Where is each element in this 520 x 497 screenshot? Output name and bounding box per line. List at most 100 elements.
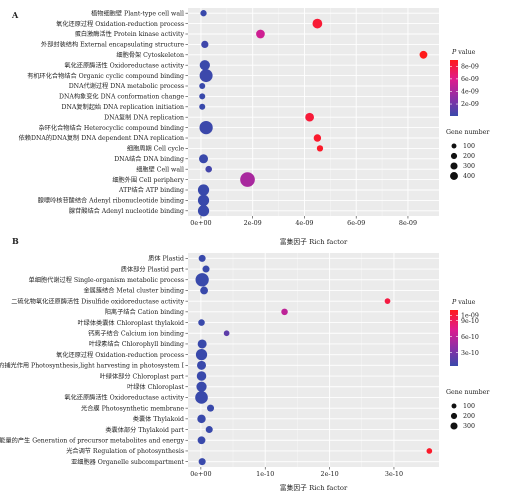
y-category-label: 腺苷酸结合 Adenyl nucleotide binding [69,207,184,215]
data-point [199,154,209,164]
data-point [305,112,314,122]
y-category-label: 前体代谢产物和能量的产生 Generation of precursor met… [0,436,185,444]
y-category-label: 类囊体 Thylakoid [133,415,184,423]
color-legend-label: 6e-10 [461,334,479,341]
size-legend-label: 200 [463,413,475,420]
size-legend-label: 300 [463,423,475,430]
data-point [199,69,213,83]
y-category-label: 质体 Plastid [148,255,184,263]
data-point [197,414,206,424]
size-legend-symbol [450,172,458,180]
size-legend-symbol [450,152,458,160]
data-point [281,308,288,316]
data-point [197,436,206,445]
color-legend-label: 1e-09 [461,313,479,320]
x-axis-label: 富集因子 Rich factor [280,237,348,246]
y-category-label: 叶绿体类囊体 Chloroplast thylakoid [77,319,184,327]
y-category-label: DNA复制起始 DNA replication initiation [62,103,184,111]
data-point [240,172,255,187]
y-category-label: 光合作用,光系统Ⅰ的捕光作用 Photosynthesis,light harv… [0,362,185,370]
y-category-label: 依赖DNA的DNA复制 DNA dependent DNA replicatio… [19,134,184,142]
size-legend-symbol [450,162,458,170]
y-category-label: 金属簇结合 Metal cluster binding [83,287,184,295]
panel-a: A 0e+00 2e-09 4e-09 6e-09 8e-09 植物细胞壁 Plant-ty… [11,8,490,246]
size-legend-title: Gene number [446,389,490,396]
data-point [198,319,205,326]
y-category-label: 质体部分 Plastid part [121,265,185,273]
size-legend-label: 200 [463,153,475,160]
y-category-label: 叶绿体部分 Chloroplast part [100,372,185,380]
y-category-label: 单细胞代谢过程 Single-organism metabolic proces… [29,276,184,284]
y-category-label: 细胞骨架 Cytoskeleton [116,51,184,59]
y-category-label: 叶绿素结合 Chlorophyll binding [89,340,184,348]
y-category-label: 植物细胞壁 Plant-type cell wall [91,9,184,17]
x-tick-label: 0e+00 [190,470,211,478]
color-legend-label: 8e-09 [461,63,479,70]
x-tick-label: 2e-10 [321,470,339,478]
data-point [200,10,207,17]
x-tick-label: 8e-09 [399,219,417,227]
y-category-label: DNA构象变化 DNA conformation change [59,93,184,101]
y-category-label: DNA结合 DNA binding [114,155,184,163]
data-point [256,29,265,39]
y-category-label: 细胞壁 Cell wall [136,165,184,173]
size-legend-label: 400 [463,173,475,180]
panel-label: A [11,10,19,20]
color-legend-title: P value [451,49,476,56]
y-category-label: 光合调节 Regulation of photosynthesis [66,447,184,455]
data-point [198,254,206,262]
y-category-label: 氧化还原过程 Oxidation-reduction process [56,351,184,359]
y-category-label: 叶绿体 Chloroplast [127,383,184,391]
y-category-label: 细胞外围 Cell periphery [112,176,184,184]
size-legend-symbol [451,143,457,149]
y-category-label: DNA代谢过程 DNA metabolic process [69,82,184,90]
y-category-label: 有机环化合物结合 Organic cyclic compound binding [27,72,184,80]
data-point [199,103,206,110]
color-legend-label: 6e-09 [461,76,479,83]
color-legend-label: 3e-10 [461,350,479,357]
y-category-label: 二硫化物氧化还原酶活性 Disulfide oxidoreductase act… [11,297,184,305]
y-category-label: 类囊体部分 Thylakoid part [105,426,184,434]
y-category-label: 杂环化合物结合 Heterocyclic compound binding [39,124,184,132]
y-category-label: 氧化还原酶活性 Oxidoreductase activity [64,61,184,69]
data-point [197,360,207,370]
data-point [207,404,215,412]
color-legend-label: 2e-09 [461,101,479,108]
x-tick-label: 0e+00 [190,219,211,227]
y-category-label: 钙离子结合 Calcium ion binding [88,329,184,337]
y-category-label: 腺嘌呤核苷酸结合 Adenyl ribonucleotide binding [38,197,184,205]
data-point [313,134,322,142]
y-category-label: 蛋白激酶活性 Protein kinase activity [75,30,185,38]
data-point [195,273,209,287]
data-point [200,286,208,295]
data-point [196,381,207,392]
size-legend-label: 300 [463,163,475,170]
color-legend-bar [450,310,458,366]
data-point [195,391,208,404]
size-legend-symbol [451,403,457,409]
x-tick-label: 6e-09 [347,219,365,227]
data-point [426,448,433,454]
panel-label: B [12,236,19,246]
y-category-label: 细胞周期 Cell cycle [127,145,184,153]
y-category-label: ATP结合 ATP binding [118,186,184,194]
data-point [205,426,213,434]
data-point [223,330,230,337]
color-legend-label: 9e-10 [461,318,479,325]
data-point [198,458,206,466]
plot-background [188,8,439,216]
x-tick-label: 3e-10 [385,470,403,478]
x-tick-label: 4e-09 [295,219,313,227]
data-point [202,265,210,273]
data-point [316,145,324,152]
size-legend-label: 100 [463,403,475,410]
y-category-label: 氧化还原酶活性 Oxidoreductase activity [64,394,184,402]
data-point [197,205,210,217]
data-point [197,194,210,207]
color-legend-label: 4e-09 [461,89,479,96]
size-legend-title: Gene number [446,129,490,136]
data-point [196,371,207,381]
data-point [205,165,212,173]
data-point [312,18,323,29]
